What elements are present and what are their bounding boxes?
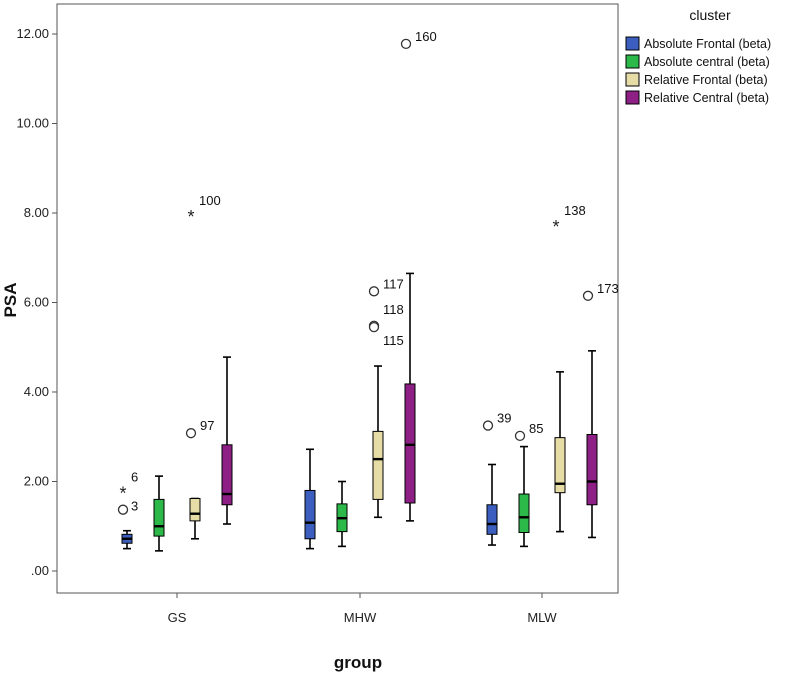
legend-label: Absolute central (beta) — [644, 55, 770, 69]
outlier-circle — [368, 286, 380, 297]
box-mlw-2 — [518, 445, 530, 548]
outlier-circle — [400, 38, 412, 49]
box-mlw-4 — [586, 350, 598, 539]
outlier-point — [117, 504, 129, 515]
box-body — [153, 498, 165, 537]
box-mhw-1 — [304, 448, 316, 550]
box-body — [586, 434, 598, 506]
box-body — [372, 430, 384, 500]
box-gs-4 — [221, 356, 233, 525]
x-tick-label: MLW — [527, 610, 557, 625]
legend-title: cluster — [689, 7, 731, 23]
y-tick-label: 12.00 — [16, 26, 49, 41]
outlier-label: 97 — [200, 418, 214, 433]
outlier-label: 115 — [383, 333, 404, 348]
outlier-circle — [185, 428, 197, 439]
outlier-circle — [582, 290, 594, 301]
outlier-label: 138 — [564, 203, 586, 218]
outlier-star: * — [187, 207, 194, 227]
outlier-point: 97 — [185, 418, 214, 439]
outlier-label: 6 — [131, 469, 138, 484]
legend-label: Absolute Frontal (beta) — [644, 37, 771, 51]
outlier-point: *6 — [119, 469, 138, 503]
y-axis: .00 2.00 4.00 6.00 8.00 10.00 12.00 — [16, 26, 57, 578]
outlier-star: * — [552, 217, 559, 237]
box-mlw-1 — [486, 463, 498, 546]
y-tick-label: .00 — [31, 563, 49, 578]
x-tick-label: GS — [168, 610, 187, 625]
outlier-label: 3 — [131, 498, 138, 513]
outlier-point: * 100 — [187, 193, 220, 227]
outlier-label: 160 — [415, 29, 437, 44]
outlier-point: 85 — [514, 421, 543, 442]
outlier-circle — [482, 420, 494, 431]
legend-swatch — [625, 36, 640, 51]
legend-item: Absolute central (beta) — [625, 54, 770, 69]
y-tick-label: 4.00 — [24, 384, 49, 399]
box-mhw-3 — [372, 365, 384, 519]
y-tick-label: 8.00 — [24, 205, 49, 220]
box-gs-3 — [189, 497, 201, 540]
outlier-label: 117 — [383, 276, 404, 291]
outlier-label: 85 — [529, 421, 543, 436]
outlier-circle — [368, 321, 380, 333]
legend-label: Relative Central (beta) — [644, 91, 769, 105]
outlier-point: 173 — [582, 281, 619, 301]
outlier-circle — [117, 504, 129, 515]
box-mhw-4 — [404, 272, 416, 522]
box-body — [304, 489, 316, 540]
box-body — [189, 498, 201, 522]
outlier-label: 100 — [199, 193, 221, 208]
box-series-group — [121, 272, 598, 552]
legend-item: Relative Central (beta) — [625, 90, 769, 105]
outlier-star: * — [119, 483, 126, 503]
box-body — [554, 437, 566, 494]
outlier-point: * 138 — [552, 203, 585, 237]
outlier-point: 39 — [482, 411, 511, 431]
y-tick-label: 6.00 — [24, 295, 49, 310]
box-body — [486, 504, 498, 535]
legend-swatch — [625, 90, 640, 105]
legend-swatch — [625, 72, 640, 87]
y-axis-label: PSA — [1, 283, 20, 318]
x-axis: GS MHW MLW — [168, 593, 557, 625]
legend-item: Relative Frontal (beta) — [625, 72, 768, 87]
legend-swatch — [625, 54, 640, 69]
outlier-circle — [514, 430, 526, 442]
outlier-point: 117 — [368, 276, 404, 297]
box-gs-2 — [153, 475, 165, 552]
outlier-point: 160 — [400, 29, 437, 49]
y-tick-label: 10.00 — [16, 116, 49, 131]
outlier-label: 39 — [497, 411, 511, 426]
outlier-label: 118 — [383, 302, 404, 317]
x-axis-label: group — [334, 653, 382, 672]
box-mhw-2 — [336, 480, 348, 548]
box-gs-1 — [121, 529, 133, 550]
outlier-point: 115 — [368, 321, 404, 348]
outlier-point: 3 — [131, 498, 138, 513]
outlier-label: 173 — [597, 281, 619, 296]
box-body — [518, 493, 530, 534]
box-body — [404, 383, 416, 504]
y-tick-label: 2.00 — [24, 474, 49, 489]
legend: cluster Absolute Frontal (beta) Absolute … — [625, 7, 771, 105]
legend-item: Absolute Frontal (beta) — [625, 36, 771, 51]
box-body — [221, 444, 233, 506]
x-tick-label: MHW — [344, 610, 377, 625]
box-mlw-3 — [554, 371, 566, 533]
legend-label: Relative Frontal (beta) — [644, 73, 768, 87]
